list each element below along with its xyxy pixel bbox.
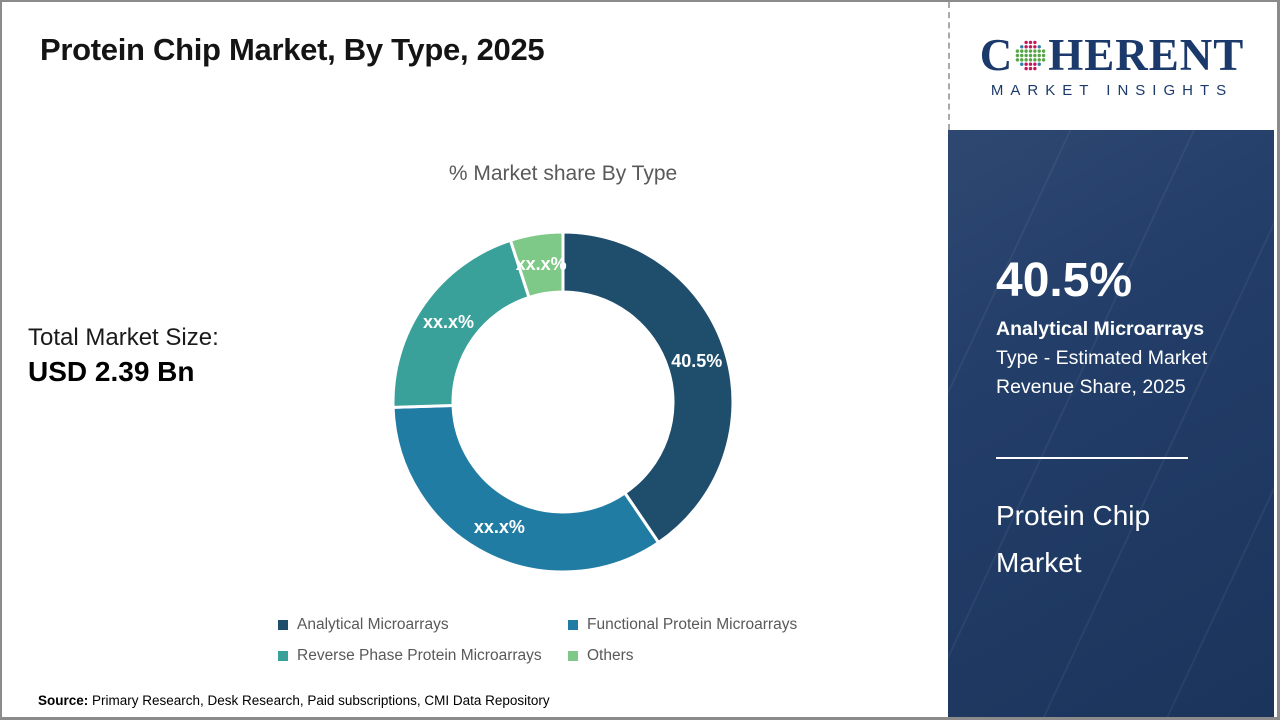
stat-caption-line3: Revenue Share, 2025 <box>996 376 1186 398</box>
logo-letters-rest: HERENT <box>1048 30 1245 80</box>
sidebar-market-name: Protein Chip Market <box>996 492 1150 586</box>
total-market-label: Total Market Size: <box>28 324 219 351</box>
chart-title: % Market share By Type <box>448 162 678 185</box>
donut-slice-1 <box>391 403 661 574</box>
legend-label: Reverse Phase Protein Microarrays <box>297 647 542 664</box>
legend-item: Reverse Phase Protein Microarrays <box>278 645 568 667</box>
total-market-value: USD 2.39 Bn <box>28 356 195 387</box>
chart-legend: Analytical Microarrays Functional Protei… <box>278 614 797 667</box>
logo-letter-c: C <box>979 30 1014 80</box>
source-text: Primary Research, Desk Research, Paid su… <box>88 693 550 708</box>
legend-label: Analytical Microarrays <box>297 616 449 633</box>
stat-caption-line2: Type - Estimated Market <box>996 347 1208 369</box>
market-name-line1: Protein Chip <box>996 500 1151 531</box>
donut-slice-label-1: xx.x% <box>474 517 525 537</box>
legend-item: Others <box>568 645 797 667</box>
donut-slice-label-0: 40.5% <box>671 351 722 371</box>
sidebar: 40.5% Analytical Microarrays Type - Esti… <box>948 130 1274 717</box>
source-line: Source: Primary Research, Desk Research,… <box>38 693 550 708</box>
legend-label: Others <box>587 647 634 664</box>
stat-value: 40.5% <box>996 254 1133 307</box>
logo-subtitle: MARKET INSIGHTS <box>990 82 1234 99</box>
globe-icon <box>1015 40 1046 71</box>
logo-block: C HERENT MARKET INSIGHTS <box>948 2 1274 130</box>
market-name-line2: Market <box>996 547 1082 578</box>
stat-caption-bold: Analytical Microarrays <box>996 318 1205 340</box>
legend-swatch-analytical <box>278 620 288 630</box>
legend-label: Functional Protein Microarrays <box>587 616 798 633</box>
sidebar-stat: 40.5% Analytical Microarrays Type - Esti… <box>996 257 1254 402</box>
total-market-block: Total Market Size: USD 2.39 Bn <box>28 324 219 388</box>
sidebar-divider <box>996 457 1188 459</box>
legend-item: Analytical Microarrays <box>278 614 568 636</box>
legend-item: Functional Protein Microarrays <box>568 614 797 636</box>
legend-swatch-reverse-phase <box>278 651 288 661</box>
logo-wordmark: C HERENT <box>980 33 1245 78</box>
legend-swatch-others <box>568 651 578 661</box>
page-title: Protein Chip Market, By Type, 2025 <box>40 32 545 67</box>
legend-swatch-functional <box>568 620 578 630</box>
donut-slice-label-2: xx.x% <box>423 312 474 332</box>
source-label: Source: <box>38 693 89 708</box>
donut-chart: 40.5% xx.x% xx.x% xx.x% <box>391 230 735 574</box>
donut-slice-3 <box>508 230 565 300</box>
donut-slice-label-3: xx.x% <box>516 254 567 274</box>
donut-slice-0 <box>561 230 735 545</box>
